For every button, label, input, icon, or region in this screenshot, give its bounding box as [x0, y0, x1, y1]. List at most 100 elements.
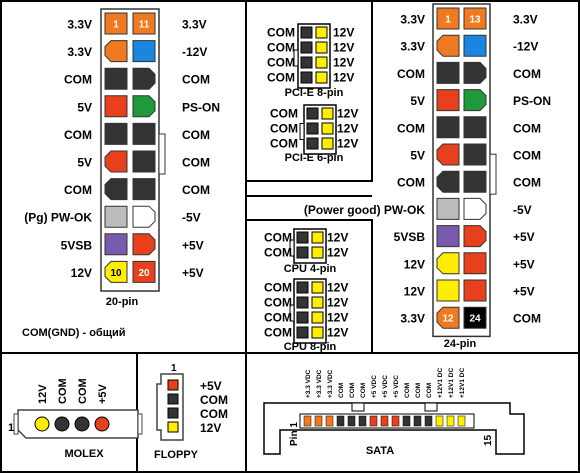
- sata-key-1: [351, 402, 365, 412]
- sata-pin-0: [303, 415, 312, 427]
- atx24-row-4-right-label: COM: [513, 121, 541, 135]
- pcie8-caption: PCI-E 8-pin: [285, 87, 344, 99]
- pcie8-row-1-pin-left: [300, 41, 313, 54]
- cpu4-latch: [289, 239, 295, 257]
- sata-pin-9: [402, 415, 411, 427]
- atx24-row-8-left-label: 5VSB: [394, 230, 426, 244]
- atx24-row-1-right-label: -12V: [513, 40, 538, 54]
- sata-pin-start: Pin 1: [289, 422, 300, 446]
- atx24-row-11-pin-right-number: 24: [469, 314, 481, 325]
- pcie6-latch: [299, 123, 305, 140]
- atx24-row-0-pin-right: [463, 7, 487, 30]
- atx24-row-0-pin-left: [436, 7, 460, 30]
- atx24-row-1-pin-right: [463, 34, 487, 57]
- pcie8-row-1-pin-right: [315, 41, 328, 54]
- atx20-row-3-pin-left: [104, 95, 128, 118]
- cpu8-row-1-left-label: COM: [264, 296, 292, 310]
- molex-pin-number: 1: [8, 422, 14, 434]
- sata-pin-11: [424, 415, 433, 427]
- atx24-row-8-pin-right: [463, 225, 487, 248]
- pcie6-row-1-pin-left: [306, 122, 319, 135]
- molex-pin-1-label: COM: [57, 378, 69, 404]
- atx24-row-5-pin-right: [463, 143, 487, 166]
- cpu4-caption: CPU 4-pin: [284, 263, 337, 275]
- pcie6-row-0-pin-right: [321, 107, 334, 120]
- cpu8-row-1-pin-left: [296, 296, 309, 309]
- pcie8-row-0-right-label: 12V: [333, 26, 354, 40]
- pcie6-row-2-right-label: 12V: [337, 137, 358, 151]
- pcie6-row-0-right-label: 12V: [337, 107, 358, 121]
- pcie8-latch: [293, 49, 299, 67]
- sata-pin-5-label: COM: [360, 383, 367, 398]
- atx20-row-0-pin-right: [132, 12, 156, 35]
- floppy-pin-3: [167, 421, 179, 433]
- cpu8-row-2-pin-right: [311, 311, 324, 324]
- sata-connector: +3.3 VDC +3.3 VDC +3.3 VDC COM COM COM +5 VDC +…: [263, 368, 525, 455]
- atx20-row-3-left-label: 5V: [77, 100, 92, 114]
- sata-key-2: [424, 402, 438, 412]
- atx24-row-3-pin-left: [436, 89, 460, 112]
- floppy-pin-0-label: +5V: [200, 379, 222, 393]
- frame-cpu: [245, 219, 373, 354]
- atx20-row-9-right-label: +5V: [182, 266, 204, 280]
- atx24-row-10-right-label: +5V: [513, 285, 535, 299]
- frame-pcie: [245, 0, 373, 182]
- sata-pin-14: [457, 415, 466, 427]
- atx20-row-9-pin-left: [104, 260, 128, 283]
- atx24-row-7-pin-left: [436, 197, 460, 220]
- sata-pin-12-label: +12V1 DC: [437, 368, 444, 398]
- cpu8-row-3-right-label: 12V: [327, 326, 348, 340]
- atx24-row-0-pin-right-number: 13: [469, 15, 481, 26]
- sata-pin-3-label: COM: [338, 383, 345, 398]
- sata-pin-1: [314, 415, 323, 427]
- sata-pin-7: [380, 415, 389, 427]
- atx24-row-2-right-label: COM: [513, 67, 541, 81]
- pcie8-row-3-pin-left: [300, 71, 313, 84]
- pcie8-row-3-left-label: COM: [267, 71, 295, 85]
- cpu4-row-1-pin-right: [311, 246, 324, 259]
- sata-pin-5: [358, 415, 367, 427]
- atx20-row-4-pin-right: [132, 122, 156, 145]
- pcie8-row-2-left-label: COM: [267, 56, 295, 70]
- cpu4-row-1-pin-left: [296, 246, 309, 259]
- atx20-row-6-pin-right: [132, 178, 156, 201]
- atx20-note: COM(GND) - общий: [22, 327, 126, 339]
- sata-pin-6-label: +5 VDC: [371, 375, 378, 398]
- molex-tab-right: [137, 413, 143, 435]
- cpu4-row-1-left-label: COM: [264, 246, 292, 260]
- atx20-row-1-pin-right: [132, 40, 156, 63]
- sata-pin-4-label: COM: [349, 383, 356, 398]
- sata-pin-8-label: +5 VDC: [393, 375, 400, 398]
- pcie-8pin-connector: COM 12V COM 12V COM 12V COM 12V: [267, 23, 354, 89]
- cpu8-row-0-pin-left: [296, 281, 309, 294]
- atx20-row-6-right-label: COM: [182, 183, 210, 197]
- atx24-row-4-left-label: COM: [397, 121, 425, 135]
- atx20-row-1-left-label: 3.3V: [67, 45, 92, 59]
- sata-pin-end: 15: [483, 434, 494, 446]
- atx24-latch: [489, 153, 497, 195]
- cpu4-row-0-left-label: COM: [264, 231, 292, 245]
- atx20-row-7-pin-right: [132, 205, 156, 228]
- atx20-row-8-right-label: +5V: [182, 238, 204, 252]
- atx24-row-4-pin-right: [463, 116, 487, 139]
- atx24-row-7-pin-right: [463, 197, 487, 220]
- atx24-row-9-pin-left: [436, 252, 460, 275]
- atx20-row-7-pin-left: [104, 205, 128, 228]
- atx20-row-2-right-label: COM: [182, 73, 210, 87]
- pcie8-row-1-left-label: COM: [267, 41, 295, 55]
- floppy-pin-2: [167, 407, 179, 419]
- pcie8-row-0-pin-left: [300, 26, 313, 39]
- pcie6-row-2-pin-right: [321, 137, 334, 150]
- cpu8-row-3-pin-right: [311, 326, 324, 339]
- atx24-row-6-pin-left: [436, 170, 460, 193]
- sata-pin-0-label: +3.3 VDC: [305, 369, 312, 398]
- atx24-row-8-right-label: +5V: [513, 230, 535, 244]
- atx20-row-6-left-label: COM: [64, 183, 92, 197]
- atx24-row-5-left-label: 5V: [410, 149, 425, 163]
- atx20-row-5-pin-left: [104, 150, 128, 173]
- cpu8-row-3-left-label: COM: [264, 326, 292, 340]
